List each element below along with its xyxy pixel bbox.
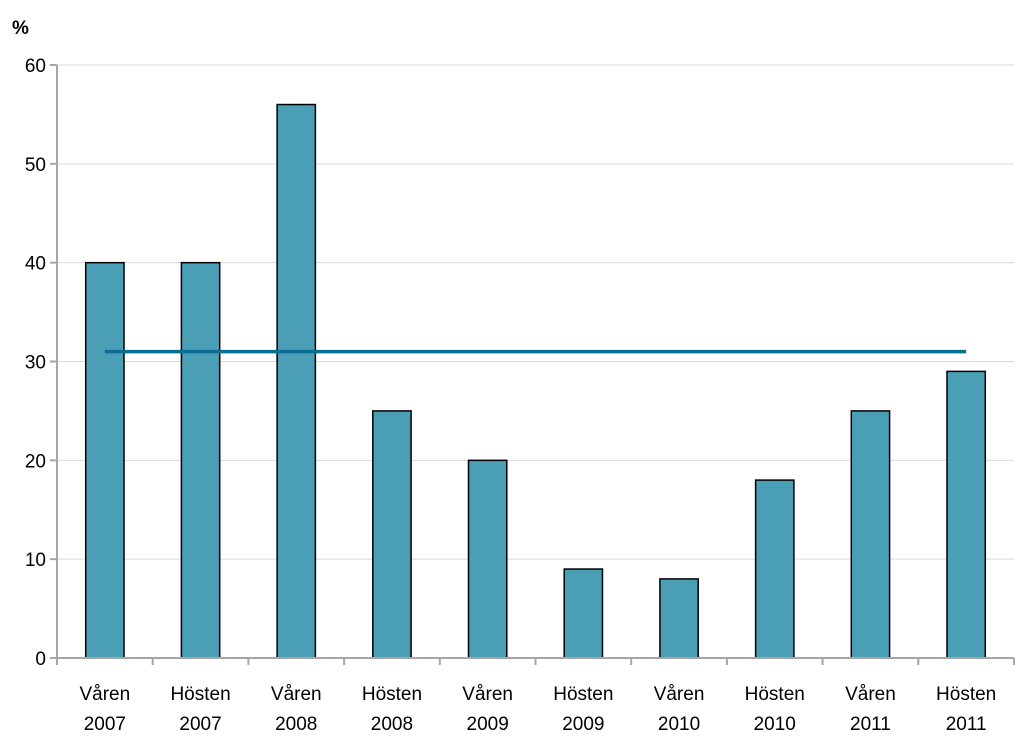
y-tick-label-30: 30 — [25, 353, 46, 374]
x-tick-label-7: Hösten 2010 — [745, 684, 805, 735]
x-tick-label-0: Våren 2007 — [79, 684, 130, 735]
x-tick-label-5: Hösten 2009 — [553, 684, 613, 735]
x-tick-label-line: 2009 — [467, 714, 509, 735]
x-tick-label-line: 2007 — [179, 714, 221, 735]
x-tick-label-line: Hösten — [936, 684, 996, 705]
bar-8 — [850, 410, 891, 659]
bar-4 — [467, 459, 508, 659]
bar-2 — [276, 103, 317, 659]
x-tick-label-line: 2009 — [562, 714, 604, 735]
x-tick-label-line: Våren — [845, 684, 896, 705]
x-tick-label-line: Våren — [654, 684, 705, 705]
y-unit-label: % — [12, 18, 29, 39]
x-tick-label-line: Våren — [79, 684, 130, 705]
x-tick-label-line: Hösten — [553, 684, 613, 705]
x-tick-label-line: 2007 — [84, 714, 126, 735]
bar-9 — [946, 370, 987, 659]
x-tick-label-3: Hösten 2008 — [362, 684, 422, 735]
x-tick-label-line: 2008 — [371, 714, 413, 735]
bar-0 — [84, 261, 125, 659]
bar-3 — [372, 410, 412, 659]
x-tick-label-line: Hösten — [170, 684, 230, 705]
y-tick-label-50: 50 — [25, 155, 46, 176]
x-tick-label-line: Våren — [462, 684, 513, 705]
x-tick-label-line: Våren — [271, 684, 322, 705]
x-tick-label-4: Våren 2009 — [462, 684, 513, 735]
x-tick-label-line: Hösten — [745, 684, 805, 705]
x-tick-label-line: 2010 — [658, 714, 700, 735]
y-tick-label-60: 60 — [25, 56, 46, 77]
bar-7 — [754, 479, 795, 659]
bar-series — [84, 103, 987, 659]
y-tick-labels: 0 10 20 30 40 50 60 — [25, 56, 46, 670]
x-tick-label-line: 2008 — [275, 714, 317, 735]
x-tick-label-2: Våren 2008 — [271, 684, 322, 735]
x-tick-label-9: Hösten 2011 — [936, 684, 996, 735]
x-tick-label-1: Hösten 2007 — [170, 684, 230, 735]
x-tick-label-line: 2011 — [850, 714, 891, 735]
x-tick-label-line: 2011 — [946, 714, 987, 735]
y-tick-label-10: 10 — [25, 550, 46, 571]
x-tick-label-8: Våren 2011 — [845, 684, 896, 735]
y-tick-label-0: 0 — [35, 649, 46, 670]
x-tick-label-line: Hösten — [362, 684, 422, 705]
x-tick-label-6: Våren 2010 — [654, 684, 705, 735]
axes — [50, 64, 1015, 665]
y-tick-label-40: 40 — [25, 254, 46, 275]
bar-5 — [563, 568, 604, 659]
x-tick-label-line: 2010 — [754, 714, 796, 735]
bar-6 — [659, 578, 699, 659]
y-tick-label-20: 20 — [25, 451, 46, 472]
bar-1 — [180, 261, 221, 659]
